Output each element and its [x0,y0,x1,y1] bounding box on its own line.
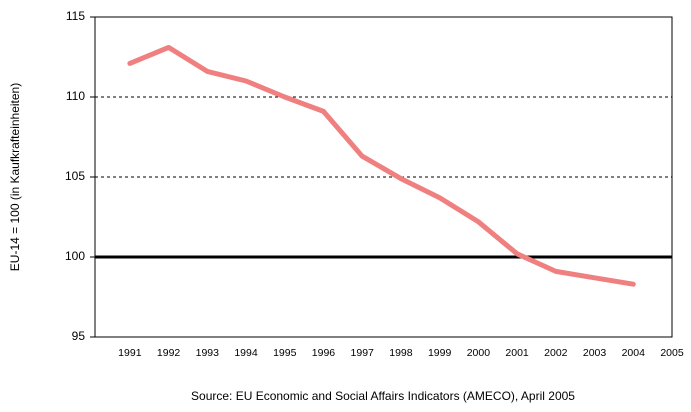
y-tick-label: 100 [65,249,85,263]
y-tick-label: 105 [65,169,85,183]
x-tick-label: 1991 [118,347,142,359]
x-tick-label: 1992 [157,347,181,359]
x-tick-label: 2000 [467,347,491,359]
x-tick-label: 1996 [312,347,336,359]
x-tick-label: 2003 [583,347,607,359]
x-tick-label: 2004 [622,347,646,359]
x-tick-label: 1993 [196,347,220,359]
x-tick-label: 1997 [351,347,375,359]
x-tick-label: 1994 [234,347,258,359]
y-axis-label: EU-14 = 100 (in Kaufkrafteinheiten) [8,83,22,271]
x-tick-label: 1998 [389,347,413,359]
x-tick-label: 2002 [544,347,568,359]
y-tick-label: 110 [66,89,85,103]
x-tick-label: 1995 [273,347,297,359]
x-tick-label: 1999 [428,347,452,359]
data-line [127,44,636,287]
y-tick-label: 95 [72,329,86,343]
y-tick-label: 115 [66,9,85,23]
x-tick-label: 2005 [660,347,684,359]
source-note: Source: EU Economic and Social Affairs I… [191,389,575,403]
x-tick-label: 2001 [505,347,529,359]
